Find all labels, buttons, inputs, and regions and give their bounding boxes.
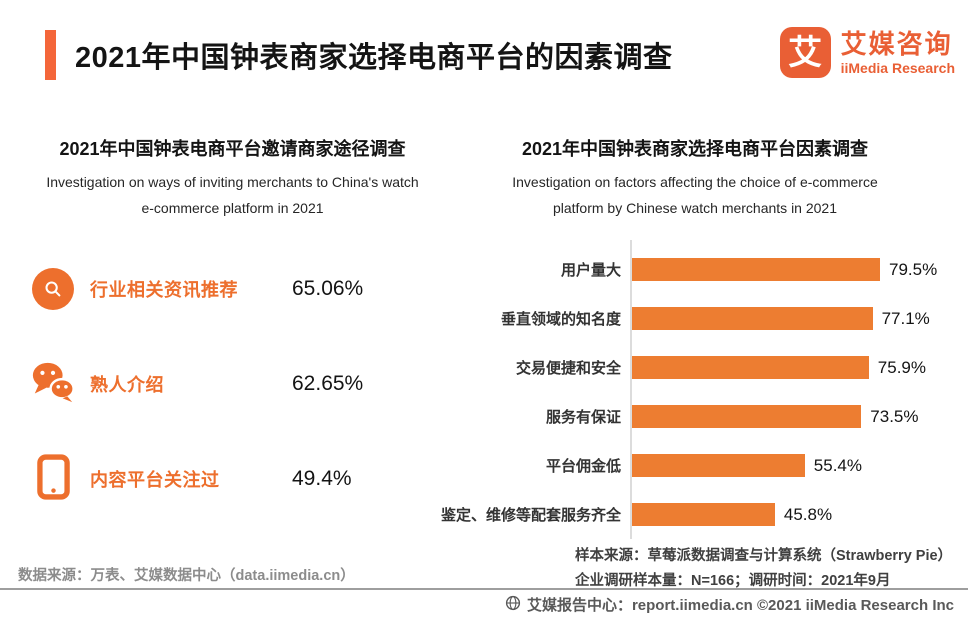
factor-bar-chart: 用户量大 79.5% 垂直领域的知名度 77.1% 交易便捷和安全 75.9% … [440,240,960,539]
brand-name-en: iiMedia Research [840,59,955,76]
invite-ways-panel: 2021年中国钟表电商平台邀请商家途径调查 Investigation on w… [30,135,435,550]
bar-row: 交易便捷和安全 75.9% [440,343,960,392]
sample-size-note: 企业调研样本量：N=166；调研时间：2021年9月 [575,573,891,589]
bar-category-label: 鉴定、维修等配套服务齐全 [440,507,621,524]
factor-survey-panel: 2021年中国钟表商家选择电商平台因素调查 Investigation on f… [450,135,940,221]
bar [632,307,873,330]
footer-bar: 艾媒报告中心：report.iimedia.cn ©2021 iiMedia R… [505,594,954,615]
bar-value-label: 73.5% [870,406,919,426]
bar-value-label: 55.4% [813,455,862,475]
page-title: 2021年中国钟表商家选择电商平台的因素调查 [75,42,673,74]
bar-row: 鉴定、维修等配套服务齐全 45.8% [440,490,960,539]
logo-glyph: 艾 [788,33,823,72]
title-accent-bar [45,30,56,80]
footer-divider [0,588,968,590]
brand-name-cn: 艾媒咨询 [840,28,953,59]
bar-row: 平台佣金低 55.4% [440,441,960,490]
bar-category-label: 用户量大 [560,262,621,279]
iimedia-logo-icon: 艾 [779,27,831,78]
invite-item-label: 内容平台关注过 [90,470,220,490]
search-icon [32,268,74,310]
bar-category-label: 垂直领域的知名度 [500,311,621,328]
invite-panel-subtitle: Investigation on ways of inviting mercha… [30,169,435,221]
sample-source-note: 样本来源：草莓派数据调查与计算系统（Strawberry Pie） [575,548,953,564]
invite-panel-title: 2021年中国钟表电商平台邀请商家途径调查 [59,139,406,159]
factor-subtitle-line1: Investigation on factors affecting the c… [512,174,878,190]
bar-row: 用户量大 79.5% [440,245,960,294]
bar [632,454,805,477]
chart-axis-line [630,240,632,539]
factor-panel-subtitle: Investigation on factors affecting the c… [450,169,940,221]
invite-subtitle-line2: e-commerce platform in 2021 [141,200,324,216]
bar-value-label: 77.1% [881,308,930,328]
sample-notes: 样本来源：草莓派数据调查与计算系统（Strawberry Pie） 企业调研样本… [575,544,952,594]
bar-value-label: 75.9% [877,357,926,377]
invite-item-label: 行业相关资讯推荐 [90,280,238,300]
bar-row: 垂直领域的知名度 77.1% [440,294,960,343]
list-item: 熟人介绍 62.65% [30,360,435,408]
bar-category-label: 平台佣金低 [545,458,621,475]
globe-icon [505,595,521,615]
invite-list: 行业相关资讯推荐 65.06% [30,265,435,503]
invite-subtitle-line1: Investigation on ways of inviting mercha… [46,174,419,190]
factor-panel-title: 2021年中国钟表商家选择电商平台因素调查 [521,139,869,159]
bar [632,405,862,428]
data-source-note: 数据来源：万表、艾媒数据中心（data.iimedia.cn） [18,568,355,584]
invite-item-value: 62.65% [292,372,364,395]
brand-logo: 艾 艾媒咨询 iiMedia Research [779,27,955,78]
invite-item-value: 49.4% [292,467,352,490]
tablet-icon [36,453,70,505]
bar [632,258,880,281]
list-item: 内容平台关注过 49.4% [30,453,435,505]
bar-row: 服务有保证 73.5% [440,392,960,441]
report-center-text: 艾媒报告中心：report.iimedia.cn ©2021 iiMedia R… [526,597,954,614]
list-item: 行业相关资讯推荐 65.06% [30,265,435,313]
invite-item-label: 熟人介绍 [90,375,164,395]
invite-item-value: 65.06% [292,277,364,300]
bar-value-label: 45.8% [783,504,833,524]
brand-text: 艾媒咨询 iiMedia Research [841,29,955,77]
bar-category-label: 服务有保证 [545,409,621,426]
wechat-chat-icon [30,359,76,410]
header: 2021年中国钟表商家选择电商平台的因素调查 [45,30,673,80]
bar-category-label: 交易便捷和安全 [515,360,621,377]
bar [632,356,869,379]
factor-subtitle-line2: platform by Chinese watch merchants in 2… [552,200,838,216]
bar [632,503,775,526]
bar-value-label: 79.5% [889,259,938,279]
